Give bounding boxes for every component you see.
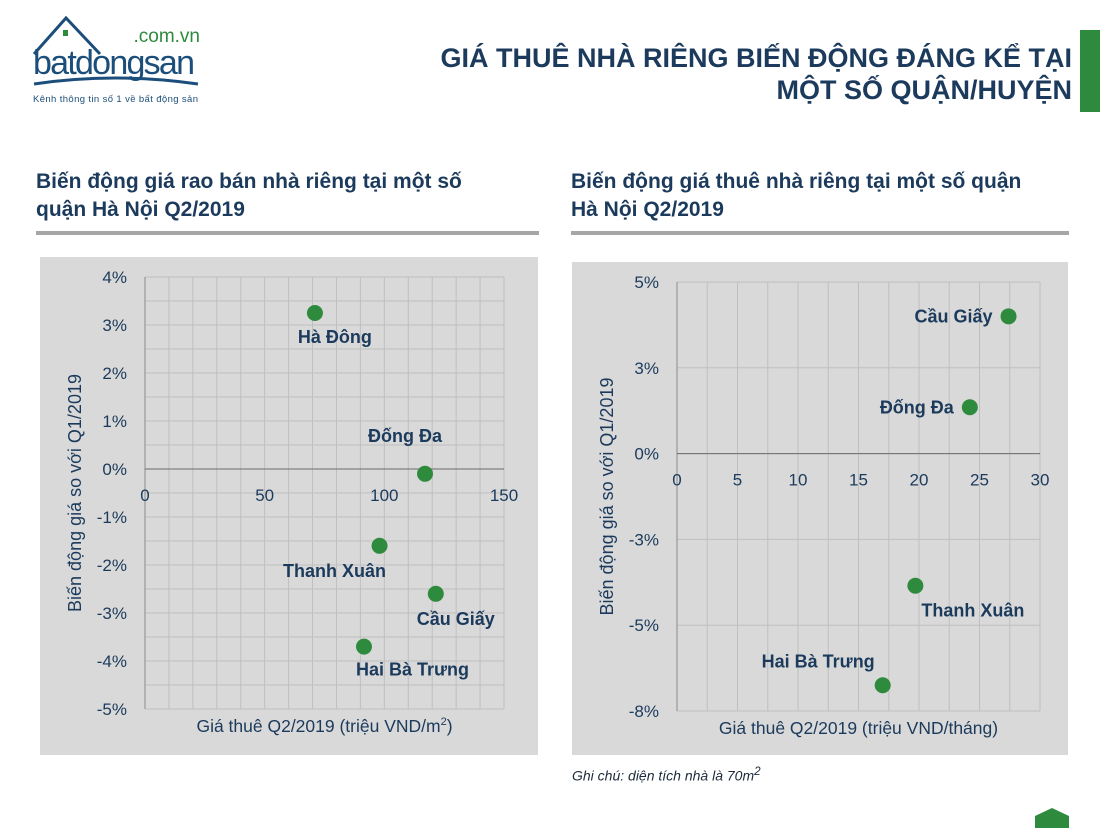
divider <box>36 231 539 235</box>
data-point <box>961 399 978 416</box>
data-label: Thanh Xuân <box>283 561 386 581</box>
y-axis-title: Biến động giá so với Q1/2019 <box>65 374 85 612</box>
logo-domain: .com.vn <box>133 26 200 47</box>
logo-tagline: Kênh thông tin số 1 về bất động sản <box>33 94 198 105</box>
x-tick-label: 10 <box>789 471 808 490</box>
data-label: Cầu Giấy <box>915 306 993 326</box>
y-tick-label: -3% <box>629 530 659 549</box>
x-tick-label: 0 <box>672 471 681 490</box>
footnote-sup: 2 <box>754 765 761 778</box>
y-tick-label: -4% <box>97 652 127 671</box>
x-tick-label: 100 <box>370 486 398 505</box>
divider <box>571 231 1069 235</box>
chart2-scatter: 5% 3% 0% -3% -5% -8% 0 5 10 15 20 25 30 Biến động giá… <box>597 273 1050 738</box>
x-tick-label: 150 <box>490 486 518 505</box>
y-tick-label: 4% <box>102 268 127 287</box>
y-axis-title: Biến động giá so với Q1/2019 <box>597 378 617 616</box>
y-tick-label: 1% <box>102 412 127 431</box>
y-tick-label: 3% <box>634 359 659 378</box>
x-tick-label: 50 <box>255 486 274 505</box>
page-title: GIÁ THUÊ NHÀ RIÊNG BIẾN ĐỘNG ĐÁNG KỂ TẠI… <box>440 42 1072 106</box>
batdongsan-logo[interactable]: .com.vn batdongsan Kênh thông tin số 1 v… <box>30 10 230 110</box>
x-tick-label: 25 <box>970 471 989 490</box>
title-line-2: MỘT SỐ QUẬN/HUYỆN <box>776 75 1072 105</box>
data-label: Hà Đông <box>298 327 372 347</box>
footnote: Ghi chú: diện tích nhà là 70m2 <box>572 765 761 784</box>
x-tick-label: 30 <box>1031 471 1050 490</box>
data-label: Thanh Xuân <box>921 601 1024 621</box>
x-tick-label: 0 <box>140 486 149 505</box>
y-tick-label: -2% <box>97 556 127 575</box>
logo-brand: batdongsan <box>33 44 195 82</box>
data-label: Hai Bà Trưng <box>762 651 875 671</box>
chart2-panel: 5% 3% 0% -3% -5% -8% 0 5 10 15 20 25 30 Biến động giá… <box>572 262 1068 755</box>
title-line-1: GIÁ THUÊ NHÀ RIÊNG BIẾN ĐỘNG ĐÁNG KỂ TẠI <box>440 43 1072 73</box>
title-accent-bar <box>1080 30 1100 112</box>
y-tick-label: 0% <box>634 445 659 464</box>
y-tick-label: 3% <box>102 316 127 335</box>
chart2-title: Biến động giá thuê nhà riêng tại một số … <box>571 170 1022 221</box>
x-axis-title-text: Giá thuê Q2/2019 (triệu VND/m <box>196 716 440 736</box>
y-tick-label: -5% <box>629 616 659 635</box>
footer-hexagon-icon <box>1035 808 1069 828</box>
y-tick-label: -1% <box>97 508 127 527</box>
chart1-panel: 4% 3% 2% 1% 0% -1% -2% -3% -4% -5% 0 50 100 150 Biến đ… <box>40 257 538 755</box>
x-tick-label: 20 <box>910 471 929 490</box>
x-axis-title-sup: 2 <box>441 716 447 728</box>
data-point <box>427 585 444 602</box>
x-axis-title-end: ) <box>447 716 453 736</box>
data-point <box>874 677 891 694</box>
x-axis-title-text: Giá thuê Q2/2019 (triệu VND/tháng) <box>719 718 998 738</box>
data-point <box>306 305 323 321</box>
y-tick-label: 2% <box>102 364 127 383</box>
data-point <box>1000 308 1017 325</box>
chart1-title: Biến động giá rao bán nhà riêng tại một … <box>36 170 462 221</box>
x-tick-label: 15 <box>849 471 868 490</box>
data-point <box>417 465 434 482</box>
data-point <box>355 638 372 655</box>
y-tick-label: 5% <box>634 273 659 292</box>
y-tick-label: -8% <box>629 702 659 721</box>
data-label: Hai Bà Trưng <box>356 660 469 680</box>
y-tick-label: -3% <box>97 604 127 623</box>
footnote-text: Ghi chú: diện tích nhà là 70m <box>572 767 755 784</box>
y-tick-label: 0% <box>102 460 127 479</box>
y-tick-label: -5% <box>97 700 127 719</box>
x-tick-label: 5 <box>733 471 742 490</box>
data-point <box>371 537 388 554</box>
data-label: Đống Đa <box>880 397 955 417</box>
data-label: Cầu Giấy <box>417 609 495 629</box>
data-label: Đống Đa <box>368 426 443 446</box>
x-axis-title: Giá thuê Q2/2019 (triệu VND/tháng) <box>719 718 998 738</box>
x-axis-title: Giá thuê Q2/2019 (triệu VND/m2) <box>196 716 452 736</box>
chart1-scatter: 4% 3% 2% 1% 0% -1% -2% -3% -4% -5% 0 50 100 150 Biến đ… <box>65 268 518 736</box>
data-point <box>907 577 924 594</box>
